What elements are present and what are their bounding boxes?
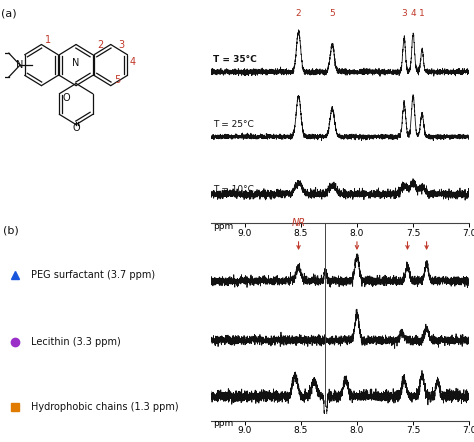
Text: Lecithin (3.3 ppm): Lecithin (3.3 ppm): [31, 337, 120, 347]
Text: 4: 4: [129, 57, 136, 67]
Text: O: O: [62, 92, 70, 103]
Text: T = 35°C: T = 35°C: [213, 55, 257, 64]
Text: (a): (a): [0, 9, 16, 19]
Text: T = 25°C: T = 25°C: [213, 120, 254, 129]
Text: ppm: ppm: [213, 221, 233, 231]
Text: 1: 1: [45, 35, 51, 46]
Text: Hydrophobic chains (1.3 ppm): Hydrophobic chains (1.3 ppm): [31, 402, 178, 412]
Text: 2: 2: [296, 9, 301, 19]
Text: 2: 2: [98, 40, 104, 50]
Text: 5: 5: [114, 75, 120, 84]
Text: NR: NR: [292, 218, 306, 229]
Text: N: N: [73, 58, 80, 69]
Text: O: O: [72, 123, 80, 133]
Text: T = 10°C: T = 10°C: [213, 185, 254, 194]
Text: 3: 3: [401, 9, 407, 19]
Text: 5: 5: [329, 9, 335, 19]
Text: PEG surfactant (3.7 ppm): PEG surfactant (3.7 ppm): [31, 270, 155, 280]
Text: (b): (b): [3, 226, 18, 236]
Text: ppm: ppm: [213, 419, 233, 428]
Text: 4: 4: [410, 9, 416, 19]
Text: 3: 3: [118, 40, 124, 50]
Text: N: N: [16, 60, 24, 70]
Text: 1: 1: [419, 9, 425, 19]
